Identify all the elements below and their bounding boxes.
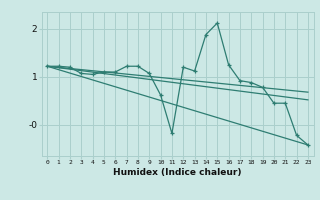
X-axis label: Humidex (Indice chaleur): Humidex (Indice chaleur) xyxy=(113,168,242,177)
